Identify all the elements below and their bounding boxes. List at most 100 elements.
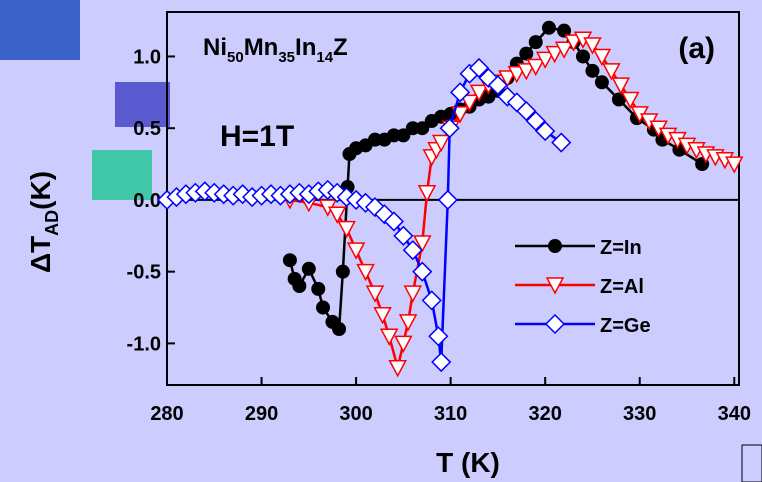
data-point	[583, 37, 602, 55]
data-point	[332, 322, 347, 337]
data-point	[393, 225, 414, 246]
data-point	[337, 220, 356, 239]
title-part: In	[295, 34, 316, 61]
data-point	[335, 264, 350, 279]
x-tick-label: 320	[528, 403, 561, 425]
legend-label: Z=Ge	[600, 315, 651, 337]
data-point	[356, 263, 375, 282]
data-point	[292, 279, 307, 294]
decor-frame	[741, 444, 762, 482]
x-tick-label: 280	[150, 403, 183, 425]
x-tick-label: 290	[245, 403, 278, 425]
data-point	[526, 58, 545, 77]
data-point	[388, 360, 407, 378]
data-point	[621, 91, 640, 110]
decor-icon	[92, 150, 152, 200]
legend-marker	[545, 277, 565, 295]
data-point	[592, 48, 612, 67]
data-point	[383, 211, 404, 232]
data-point	[450, 82, 471, 103]
data-point	[517, 63, 536, 81]
y-label-part: ΔT	[25, 236, 56, 273]
data-point	[535, 51, 555, 69]
x-axis-label: T (K)	[436, 447, 500, 478]
data-point	[551, 132, 572, 153]
data-point	[541, 20, 556, 35]
title-part: Z	[333, 34, 348, 61]
y-tick-label: -0.5	[127, 262, 161, 284]
legend-marker	[544, 313, 566, 335]
data-point	[398, 314, 418, 332]
data-point	[554, 41, 574, 59]
data-point	[402, 240, 423, 261]
title-subscript: 35	[278, 49, 295, 66]
data-point	[346, 242, 366, 260]
data-point	[576, 49, 590, 64]
data-point	[519, 46, 534, 61]
decor-icon	[115, 82, 170, 127]
x-tick-label: 310	[434, 403, 467, 425]
data-point	[585, 63, 600, 78]
chart-title: Ni50Mn35In14Z	[203, 34, 348, 66]
y-axis-label: ΔTAD(K)	[25, 171, 62, 273]
data-point	[403, 285, 423, 303]
data-point	[525, 110, 546, 132]
data-point	[282, 253, 297, 268]
y-tick-label: 0.5	[133, 118, 161, 140]
data-point	[725, 156, 744, 174]
data-point	[498, 70, 517, 88]
data-point	[468, 57, 490, 79]
x-tick-label: 330	[623, 403, 656, 425]
data-point	[431, 134, 451, 153]
data-point	[507, 65, 527, 84]
data-point	[516, 100, 537, 122]
data-point	[412, 261, 433, 282]
title-subscript: 50	[227, 49, 244, 66]
x-tick-label: 300	[339, 403, 372, 425]
data-point	[394, 335, 413, 353]
data-point	[535, 121, 556, 142]
data-point	[439, 118, 460, 139]
data-point	[545, 45, 564, 64]
title-subscript: 14	[316, 49, 333, 66]
data-point	[469, 84, 489, 102]
data-point	[311, 281, 326, 296]
data-point	[594, 75, 609, 90]
title-part: Ni	[203, 34, 227, 61]
data-point	[421, 290, 442, 311]
y-tick-label: 1.0	[133, 46, 161, 68]
data-point	[413, 235, 432, 253]
legend-label: Z=In	[600, 237, 642, 259]
y-label-subscript: AD	[42, 210, 62, 236]
data-point	[528, 35, 543, 50]
annotation: (a)	[678, 32, 715, 65]
data-point	[373, 306, 392, 325]
data-point	[379, 328, 399, 346]
title-part: Mn	[244, 34, 279, 61]
data-point	[327, 206, 347, 224]
x-tick-label: 340	[718, 403, 751, 425]
legend-marker	[548, 239, 562, 253]
data-point	[487, 75, 508, 96]
data-point	[564, 34, 583, 52]
data-point	[602, 63, 621, 81]
data-point	[301, 261, 316, 276]
data-point	[460, 94, 479, 112]
data-point	[437, 189, 458, 210]
legend-label: Z=Al	[600, 276, 644, 298]
y-tick-label: 0.0	[133, 190, 161, 212]
data-point	[611, 77, 631, 95]
y-tick-label: -1.0	[127, 333, 161, 355]
y-label-part: (K)	[25, 171, 56, 210]
annotation: H=1T	[220, 120, 294, 153]
data-point	[417, 185, 437, 203]
decor-icon	[0, 0, 80, 60]
data-point	[316, 300, 330, 315]
data-point	[365, 285, 385, 303]
data-point	[557, 23, 572, 38]
data-point	[428, 326, 449, 347]
data-point	[611, 92, 626, 107]
